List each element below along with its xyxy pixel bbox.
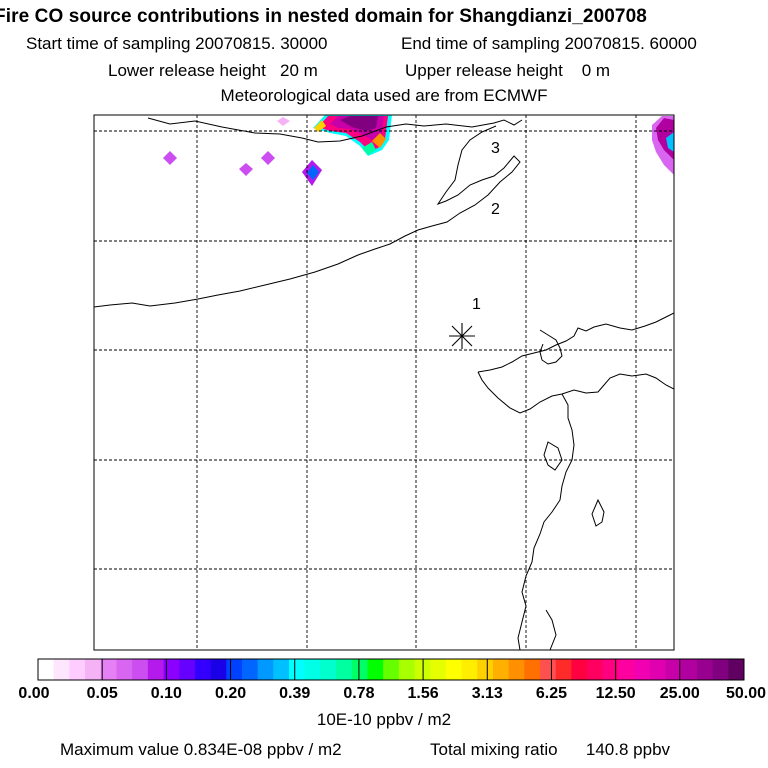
upper-release-label: Upper release height 0 m — [405, 61, 611, 80]
colorbar-cell — [179, 659, 196, 680]
colorbar-cell — [696, 659, 714, 680]
map-title: Fire CO source contributions in nested d… — [0, 6, 647, 27]
colorbar-cell — [571, 659, 588, 680]
colorbar-tick-label: 0.39 — [279, 685, 310, 702]
point-label-2: 2 — [491, 201, 500, 218]
colorbar-cell — [618, 659, 635, 680]
colorbar-cell — [351, 659, 368, 680]
colorbar-cell — [492, 659, 510, 680]
total-mixing-ratio-label: Total mixing ratio 140.8 ppbv — [430, 740, 671, 759]
colorbar-cell — [273, 659, 290, 680]
colorbar — [38, 659, 745, 680]
colorbar-cell — [163, 659, 180, 680]
colorbar-cell — [241, 659, 259, 680]
colorbar-tick-label: 0.20 — [215, 685, 246, 702]
colorbar-frame — [37, 658, 745, 681]
colorbar-cell — [665, 659, 682, 680]
colorbar-cell — [367, 659, 384, 680]
plume-hotspot-east — [652, 116, 674, 175]
colorbar-cell — [728, 659, 745, 680]
coastlines — [94, 117, 674, 650]
colorbar-cell — [712, 659, 729, 680]
colorbar-unit-label: 10E-10 ppbv / m2 — [316, 710, 452, 729]
colorbar-cell — [524, 659, 541, 680]
colorbar-cell — [38, 659, 55, 680]
colorbar-cell — [634, 659, 651, 680]
colorbar-cell — [383, 659, 400, 680]
map-grid — [94, 115, 674, 650]
colorbar-cell — [540, 659, 557, 680]
plume-hotspot-small-4 — [261, 151, 275, 165]
colorbar-cell — [477, 659, 494, 680]
colorbar-cell — [69, 659, 86, 680]
colorbar-cell — [681, 659, 698, 680]
colorbar-cell — [85, 659, 102, 680]
colorbar-tick-label: 25.00 — [660, 685, 700, 702]
start-time-label: Start time of sampling 20070815. 30000 — [26, 34, 328, 53]
colorbar-cell — [445, 659, 462, 680]
colorbar-tick-label: 12.50 — [596, 685, 636, 702]
meteo-data-label: Meteorological data used are from ECMWF — [220, 86, 548, 105]
colorbar-tick-label: 0.10 — [151, 685, 182, 702]
colorbar-tick-label: 3.13 — [472, 685, 503, 702]
map-frame — [93, 114, 675, 651]
colorbar-cell — [430, 659, 447, 680]
colorbar-tick-label: 50.00 — [726, 685, 766, 702]
colorbar-cell — [132, 659, 149, 680]
colorbar-labels: 0.00 0.05 0.10 0.20 0.39 0.78 1.56 3.13 6.25 12.5… — [18, 685, 766, 702]
plume-hotspot-small-3 — [239, 163, 253, 176]
colorbar-tick-label: 0.78 — [343, 685, 374, 702]
colorbar-cell — [194, 659, 211, 680]
colorbar-cell — [320, 659, 337, 680]
colorbar-cell — [100, 659, 117, 680]
colorbar-cell — [210, 659, 227, 680]
end-time-label: End time of sampling 20070815. 60000 — [401, 34, 697, 53]
plume-hotspot-north — [313, 115, 392, 156]
colorbar-cell — [649, 659, 666, 680]
colorbar-tick-label: 6.25 — [536, 685, 567, 702]
point-label-3: 3 — [491, 140, 500, 157]
colorbar-cell — [116, 659, 133, 680]
colorbar-cell — [508, 659, 525, 680]
colorbar-cell — [304, 659, 321, 680]
colorbar-cell — [226, 659, 243, 680]
colorbar-cell — [602, 659, 619, 680]
colorbar-tick-label: 0.00 — [18, 685, 49, 702]
colorbar-tick-label: 0.05 — [87, 685, 118, 702]
colorbar-cell — [587, 659, 604, 680]
colorbar-cell — [53, 659, 70, 680]
colorbar-cell — [289, 659, 306, 680]
colorbar-cell — [147, 659, 164, 680]
colorbar-cell — [555, 659, 572, 680]
colorbar-cell — [336, 659, 353, 680]
point-label-1: 1 — [472, 296, 481, 313]
lower-release-label: Lower release height 20 m — [108, 61, 318, 80]
receptor-asterisk-icon — [449, 323, 475, 349]
colorbar-cell — [461, 659, 478, 680]
colorbar-cell — [414, 659, 431, 680]
maximum-value-label: Maximum value 0.834E-08 ppbv / m2 — [60, 740, 342, 759]
colorbar-cell — [257, 659, 274, 680]
colorbar-tick-label: 1.56 — [408, 685, 439, 702]
colorbar-cell — [398, 659, 415, 680]
plume-hotspot-small-2 — [163, 151, 177, 165]
map-area: 1 2 3 — [94, 115, 674, 650]
